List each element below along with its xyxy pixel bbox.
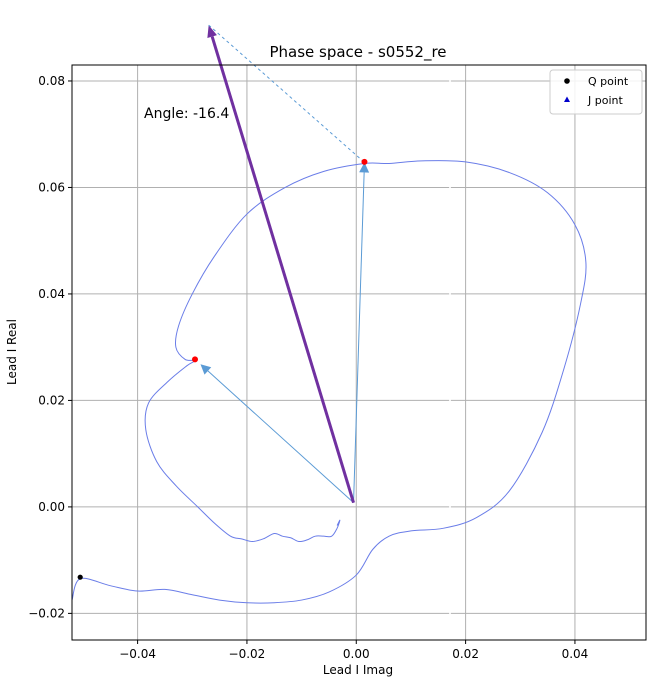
- x-tick-label-0: −0.04: [119, 647, 156, 661]
- resultant-vector-shaft: [210, 36, 355, 504]
- q-point-marker: [77, 574, 83, 580]
- y-tick-label-0: −0.02: [28, 606, 65, 620]
- legend: Q point J point: [549, 69, 643, 115]
- y-tick-label-4: 0.06: [38, 180, 65, 194]
- red-point-marker-1: [192, 356, 198, 363]
- series-layer: [72, 160, 587, 604]
- red-point-marker-0: [361, 158, 368, 165]
- vector-to-r-peak-shaft: [353, 172, 365, 503]
- grid-lines: [72, 65, 646, 640]
- plot-area: [72, 65, 646, 640]
- x-tick-label-2: 0.00: [343, 647, 370, 661]
- x-tick-label-4: 0.04: [562, 647, 589, 661]
- x-tick-label-1: −0.02: [229, 647, 266, 661]
- y-axis-label: Lead I Real: [5, 319, 19, 385]
- y-tick-label-1: 0.00: [38, 500, 65, 514]
- vector-to-second-peak-head: [200, 364, 212, 375]
- resultant-vector-head: [207, 25, 217, 38]
- image-seam: [449, 0, 451, 694]
- x-axis-label: Lead I Imag: [323, 663, 393, 677]
- legend-q-point-marker: [564, 78, 570, 84]
- legend-j-point-label: J point: [587, 94, 623, 107]
- y-tick-label-2: 0.02: [38, 393, 65, 407]
- vector-to-second-peak-shaft: [207, 370, 354, 504]
- legend-q-point-label: Q point: [588, 75, 629, 88]
- vector-to-r-peak-head: [359, 162, 370, 173]
- y-tick-label-3: 0.04: [38, 287, 65, 301]
- chart-title: Phase space - s0552_re: [269, 43, 446, 62]
- legend-box: [549, 69, 643, 115]
- phase-trajectory-line: [72, 160, 587, 604]
- tick-layer: −0.04 −0.02 0.00 0.02 0.04 −0.02 0.00 0.02 0.04 0…: [28, 74, 588, 661]
- x-tick-label-3: 0.02: [452, 647, 479, 661]
- y-tick-label-5: 0.08: [38, 74, 65, 88]
- marker-layer: [77, 158, 368, 580]
- dashed-connector-line: [208, 24, 365, 163]
- vector-layer: [200, 24, 370, 504]
- legend-j-point-marker: [564, 96, 570, 102]
- axes-frame: [71, 64, 647, 641]
- angle-annotation: Angle: -16.4: [144, 106, 229, 122]
